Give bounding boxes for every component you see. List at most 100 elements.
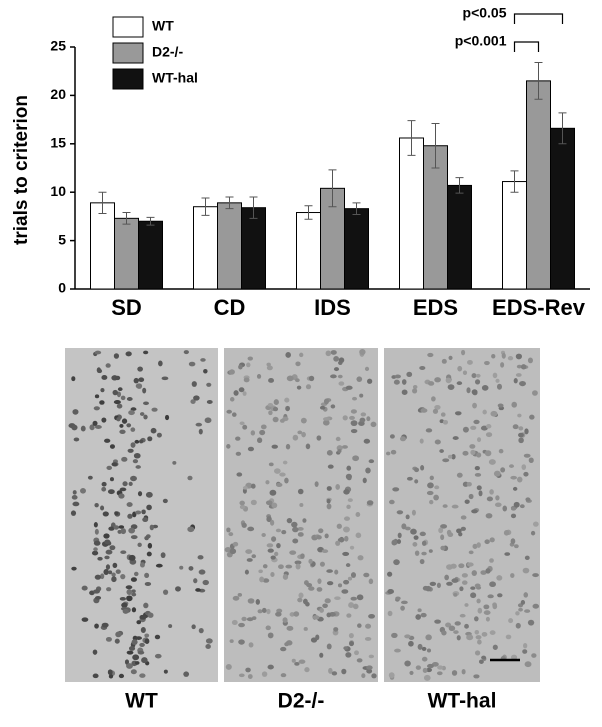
cell xyxy=(103,533,110,539)
cell xyxy=(124,659,130,665)
cell xyxy=(113,353,120,359)
cell xyxy=(451,670,458,676)
cell xyxy=(80,425,86,432)
cell xyxy=(428,549,433,553)
cell xyxy=(108,526,115,531)
cell xyxy=(344,535,349,542)
cell xyxy=(343,489,350,495)
cell xyxy=(524,428,529,435)
cell xyxy=(306,583,313,588)
cell xyxy=(520,600,526,605)
cell xyxy=(122,481,128,487)
cell xyxy=(292,526,299,533)
cell xyxy=(517,413,522,418)
cell xyxy=(303,627,308,631)
cell xyxy=(510,475,517,480)
cell xyxy=(226,409,232,414)
cell xyxy=(326,612,332,618)
cell xyxy=(261,671,268,677)
cell xyxy=(485,568,491,574)
cell xyxy=(334,569,339,575)
cell xyxy=(356,594,364,601)
cell xyxy=(489,581,496,588)
cell xyxy=(132,654,140,661)
cell xyxy=(314,481,319,488)
cell xyxy=(532,603,540,609)
cell xyxy=(133,452,141,459)
cell xyxy=(89,424,95,431)
cell xyxy=(294,661,300,666)
cell xyxy=(326,643,332,650)
cell xyxy=(319,561,325,567)
cell xyxy=(147,542,153,549)
cell xyxy=(133,377,139,384)
cell xyxy=(422,667,428,673)
cell xyxy=(268,377,275,383)
cell xyxy=(489,489,494,495)
cell xyxy=(434,377,441,383)
cell xyxy=(94,394,100,399)
cell xyxy=(126,595,133,602)
cell xyxy=(421,551,427,556)
cell xyxy=(488,459,496,465)
cell xyxy=(135,465,141,469)
cell xyxy=(121,456,128,462)
cell xyxy=(420,465,425,471)
bar xyxy=(423,145,448,290)
y-tick-label: 20 xyxy=(50,86,66,102)
cell xyxy=(461,573,468,578)
cell xyxy=(100,505,105,511)
cell xyxy=(337,583,343,588)
cell xyxy=(271,536,277,542)
cell xyxy=(496,575,503,581)
cell xyxy=(476,452,482,458)
cell xyxy=(462,370,468,376)
cell xyxy=(175,586,181,592)
cell xyxy=(505,634,512,640)
cell xyxy=(461,349,466,356)
cell xyxy=(72,501,80,507)
cell xyxy=(143,602,149,609)
cell xyxy=(355,511,361,518)
cell xyxy=(476,542,481,548)
cell xyxy=(328,667,333,674)
cell xyxy=(325,350,332,357)
cell xyxy=(336,523,342,529)
cell xyxy=(343,579,350,585)
cell xyxy=(337,537,345,543)
cell xyxy=(122,608,129,614)
cell xyxy=(419,366,426,371)
cell xyxy=(285,405,290,412)
cell xyxy=(229,639,234,643)
cell xyxy=(456,381,463,385)
cell xyxy=(270,555,276,560)
cell xyxy=(282,573,289,580)
cell xyxy=(342,415,348,421)
cell xyxy=(495,378,500,383)
cell xyxy=(81,617,89,622)
cell xyxy=(99,400,105,405)
cell xyxy=(323,419,330,426)
cell xyxy=(434,404,441,410)
x-tick-label: SD xyxy=(111,295,142,320)
cell xyxy=(432,408,439,414)
cell xyxy=(146,504,152,511)
cell xyxy=(115,631,122,638)
cell xyxy=(512,424,519,430)
cell xyxy=(448,454,453,459)
cell xyxy=(514,544,519,549)
cell xyxy=(97,556,103,561)
cell xyxy=(130,669,137,675)
cell xyxy=(522,649,528,654)
cell xyxy=(349,641,354,647)
cell xyxy=(345,385,353,390)
cell xyxy=(257,437,263,444)
cell xyxy=(259,429,266,436)
cell xyxy=(525,497,531,502)
cell xyxy=(237,593,243,597)
cell xyxy=(321,549,329,554)
cell xyxy=(242,391,247,396)
cell xyxy=(316,435,322,441)
cell xyxy=(510,513,517,519)
cell xyxy=(461,580,468,585)
